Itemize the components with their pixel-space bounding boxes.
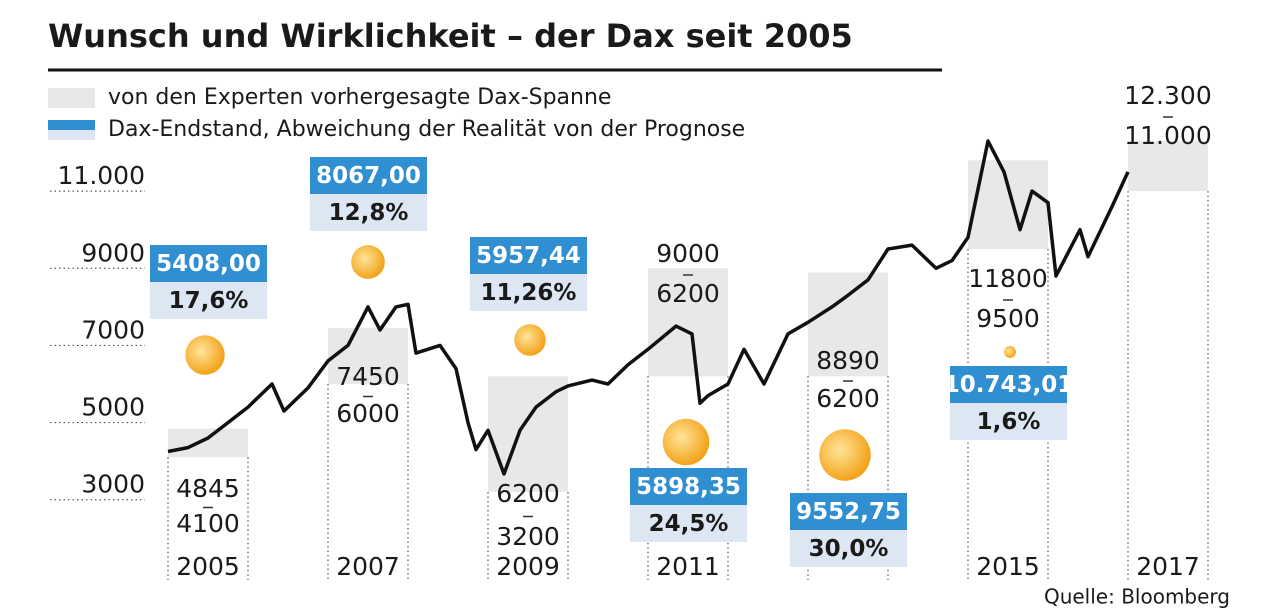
deviation-circle (514, 324, 546, 356)
legend-swatch (48, 130, 95, 140)
y-tick-label: 7000 (81, 315, 145, 344)
y-tick-label: 3000 (81, 470, 145, 499)
deviation-label: 12,8% (329, 200, 409, 226)
legend-swatch (48, 88, 95, 108)
deviation-circle (185, 335, 225, 375)
forecast-high-label: 11800 (968, 264, 1048, 293)
result-label: 8067,00 (316, 163, 421, 189)
forecast-high-label: 8890 (816, 346, 880, 375)
dax-line (167, 139, 1130, 476)
result-box (950, 366, 1067, 403)
result-box (470, 237, 587, 274)
forecast-band (648, 268, 728, 377)
forecast-band (168, 428, 248, 458)
result-box (630, 468, 747, 505)
forecast-band (328, 328, 408, 384)
forecast-high-label: 12.300 (1124, 81, 1211, 110)
legend-label: von den Experten vorhergesagte Dax-Spann… (108, 85, 611, 110)
result-box (310, 157, 427, 194)
legend-label: Dax-Endstand, Abweichung der Realität vo… (108, 117, 745, 142)
result-label: 5957,44 (476, 243, 581, 269)
deviation-box (150, 282, 267, 319)
y-tick-label: 9000 (81, 238, 145, 267)
deviation-box (790, 530, 907, 567)
deviation-circle (662, 418, 710, 466)
forecast-band (488, 376, 568, 492)
x-tick-label: 2015 (976, 552, 1040, 581)
result-label: 9552,75 (796, 499, 901, 525)
deviation-circle (351, 245, 385, 279)
x-tick-label: 2011 (656, 552, 720, 581)
forecast-high-label: 9000 (656, 239, 720, 268)
deviation-label: 11,26% (481, 280, 577, 306)
x-tick-label: 2005 (176, 552, 240, 581)
deviation-box (630, 505, 747, 542)
deviation-label: 1,6% (977, 409, 1041, 435)
legend-swatch (48, 120, 95, 130)
result-label: 10.743,01 (944, 372, 1074, 398)
deviation-label: 17,6% (169, 288, 249, 314)
chart-title: Wunsch und Wirklichkeit – der Dax seit 2… (48, 17, 853, 55)
y-tick-label: 5000 (81, 393, 145, 422)
forecast-low-label: 9500 (976, 304, 1040, 333)
forecast-band (808, 272, 888, 377)
x-tick-label: 2009 (496, 552, 560, 581)
deviation-circle (1004, 346, 1016, 358)
y-tick-label: 11.000 (58, 161, 145, 190)
forecast-low-label: 4100 (176, 509, 240, 538)
deviation-box (310, 194, 427, 231)
deviation-label: 24,5% (649, 511, 729, 537)
source: Quelle: Bloomberg (1044, 585, 1230, 609)
x-tick-label: 2017 (1136, 552, 1200, 581)
deviation-box (470, 274, 587, 311)
result-box (790, 493, 907, 530)
forecast-low-label: 11.000 (1124, 121, 1211, 150)
forecast-low-label: 3200 (496, 522, 560, 551)
forecast-high-label: 6200 (496, 479, 560, 508)
forecast-low-label: 6200 (816, 384, 880, 413)
forecast-low-label: 6200 (656, 279, 720, 308)
forecast-high-label: 7450 (336, 362, 400, 391)
x-tick-label: 2007 (336, 552, 400, 581)
forecast-band (1128, 141, 1208, 192)
result-label: 5408,00 (156, 251, 261, 277)
deviation-label: 30,0% (809, 536, 889, 562)
result-box (150, 245, 267, 282)
deviation-box (950, 403, 1067, 440)
result-label: 5898,35 (636, 474, 741, 500)
forecast-high-label: 4845 (176, 474, 240, 503)
forecast-low-label: 6000 (336, 399, 400, 428)
deviation-circle (819, 429, 871, 481)
